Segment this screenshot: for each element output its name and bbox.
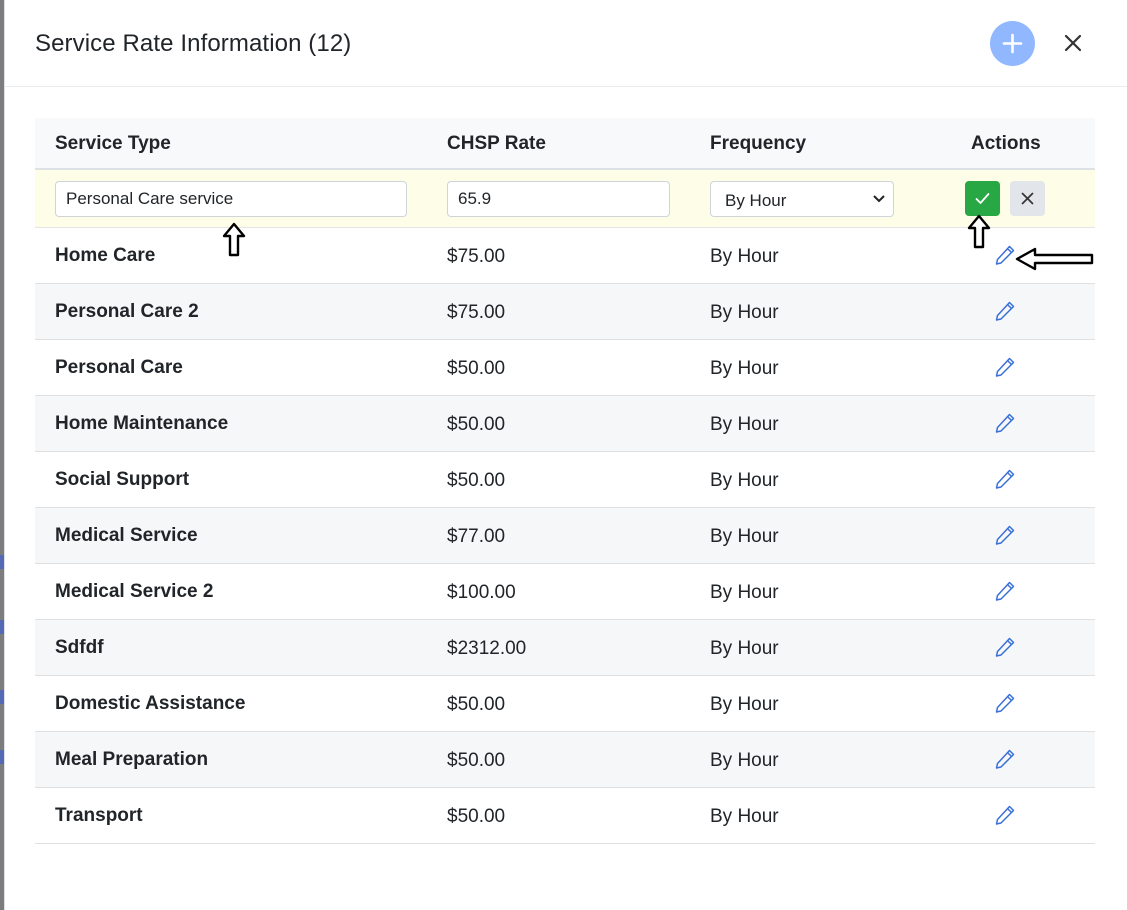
left-arrow-annotation-icon bbox=[1015, 247, 1094, 271]
frequency-cell: By Hour bbox=[710, 246, 779, 267]
frequency-cell: By Hour bbox=[710, 750, 779, 771]
service-rate-table: Service Type CHSP Rate Frequency Actions… bbox=[35, 118, 1095, 844]
table-row: Home Care $75.00 By Hour bbox=[35, 228, 1095, 284]
pencil-icon bbox=[995, 413, 1015, 433]
service-type-cell: Home Maintenance bbox=[55, 413, 229, 434]
header-service-type: Service Type bbox=[55, 133, 171, 154]
backdrop-fragment bbox=[0, 690, 4, 704]
service-type-cell: Medical Service bbox=[55, 525, 198, 546]
pencil-icon bbox=[995, 637, 1015, 657]
edit-row-button[interactable] bbox=[993, 412, 1017, 436]
pencil-icon bbox=[995, 525, 1015, 545]
backdrop-fragment bbox=[0, 620, 4, 634]
frequency-cell: By Hour bbox=[710, 526, 779, 547]
save-row-button[interactable] bbox=[965, 181, 1000, 216]
pencil-icon bbox=[995, 469, 1015, 489]
pencil-icon bbox=[995, 245, 1015, 265]
plus-icon bbox=[1002, 33, 1023, 54]
chsp-rate-cell: $75.00 bbox=[447, 302, 506, 323]
chsp-rate-cell: $2312.00 bbox=[447, 638, 527, 659]
table-row: Home Maintenance $50.00 By Hour bbox=[35, 396, 1095, 452]
header-chsp-rate: CHSP Rate bbox=[447, 133, 546, 154]
frequency-cell: By Hour bbox=[710, 638, 779, 659]
service-type-cell: Domestic Assistance bbox=[55, 693, 246, 714]
close-icon bbox=[1021, 192, 1034, 205]
frequency-select[interactable]: By Hour bbox=[710, 181, 894, 217]
service-type-cell: Personal Care 2 bbox=[55, 301, 199, 322]
frequency-cell: By Hour bbox=[710, 358, 779, 379]
modal-header: Service Rate Information (12) bbox=[5, 0, 1127, 87]
pencil-icon bbox=[995, 301, 1015, 321]
chsp-rate-cell: $50.00 bbox=[447, 750, 506, 771]
edit-row-button[interactable] bbox=[993, 356, 1017, 380]
table-row: Transport $50.00 By Hour bbox=[35, 788, 1095, 844]
table-header-row: Service Type CHSP Rate Frequency Actions bbox=[35, 118, 1095, 170]
backdrop-fragment bbox=[0, 555, 4, 569]
table-row: Sdfdf $2312.00 By Hour bbox=[35, 620, 1095, 676]
header-actions: Actions bbox=[971, 133, 1041, 154]
service-rate-modal: Service Rate Information (12) Service Ty… bbox=[4, 0, 1127, 910]
close-modal-button[interactable] bbox=[1060, 30, 1086, 56]
header-frequency: Frequency bbox=[710, 133, 807, 154]
modal-title: Service Rate Information (12) bbox=[35, 30, 352, 57]
edit-row-button[interactable] bbox=[993, 692, 1017, 716]
pencil-icon bbox=[995, 749, 1015, 769]
page-backdrop bbox=[0, 0, 4, 910]
edit-row-button[interactable] bbox=[993, 300, 1017, 324]
edit-row-button[interactable] bbox=[993, 804, 1017, 828]
edit-row-button[interactable] bbox=[993, 524, 1017, 548]
edit-row-button[interactable] bbox=[993, 748, 1017, 772]
service-type-cell: Sdfdf bbox=[55, 637, 104, 658]
service-type-input[interactable] bbox=[55, 181, 407, 217]
chsp-rate-cell: $50.00 bbox=[447, 358, 506, 379]
service-type-cell: Personal Care bbox=[55, 357, 183, 378]
cancel-row-button[interactable] bbox=[1010, 181, 1045, 216]
pencil-icon bbox=[995, 581, 1015, 601]
edit-row-button[interactable] bbox=[993, 580, 1017, 604]
pencil-icon bbox=[995, 693, 1015, 713]
frequency-select-value: By Hour bbox=[725, 191, 787, 210]
frequency-cell: By Hour bbox=[710, 414, 779, 435]
backdrop-fragment bbox=[0, 750, 4, 764]
chsp-rate-cell: $77.00 bbox=[447, 526, 506, 547]
service-type-cell: Home Care bbox=[55, 245, 156, 266]
service-type-cell: Transport bbox=[55, 805, 143, 826]
chsp-rate-cell: $75.00 bbox=[447, 246, 506, 267]
edit-row-button[interactable] bbox=[993, 244, 1017, 268]
chsp-rate-cell: $50.00 bbox=[447, 414, 506, 435]
service-type-cell: Meal Preparation bbox=[55, 749, 209, 770]
table-row: Social Support $50.00 By Hour bbox=[35, 452, 1095, 508]
table-row: Meal Preparation $50.00 By Hour bbox=[35, 732, 1095, 788]
frequency-cell: By Hour bbox=[710, 582, 779, 603]
service-type-cell: Social Support bbox=[55, 469, 190, 490]
chevron-down-icon bbox=[873, 195, 885, 203]
edit-row: By Hour bbox=[35, 170, 1095, 228]
pencil-icon bbox=[995, 357, 1015, 377]
up-arrow-annotation-icon bbox=[222, 222, 246, 257]
chsp-rate-cell: $50.00 bbox=[447, 806, 506, 827]
table-row: Personal Care 2 $75.00 By Hour bbox=[35, 284, 1095, 340]
table-row: Domestic Assistance $50.00 By Hour bbox=[35, 676, 1095, 732]
up-arrow-annotation-icon bbox=[967, 214, 991, 249]
frequency-cell: By Hour bbox=[710, 470, 779, 491]
table-row: Personal Care $50.00 By Hour bbox=[35, 340, 1095, 396]
edit-row-button[interactable] bbox=[993, 636, 1017, 660]
service-type-cell: Medical Service 2 bbox=[55, 581, 214, 602]
frequency-cell: By Hour bbox=[710, 302, 779, 323]
add-service-rate-button[interactable] bbox=[990, 21, 1035, 66]
frequency-cell: By Hour bbox=[710, 694, 779, 715]
chsp-rate-cell: $100.00 bbox=[447, 582, 516, 603]
check-icon bbox=[975, 193, 990, 204]
close-icon bbox=[1064, 34, 1082, 52]
table-row: Medical Service 2 $100.00 By Hour bbox=[35, 564, 1095, 620]
frequency-cell: By Hour bbox=[710, 806, 779, 827]
table-body: Home Care $75.00 By Hour Personal Care 2 $75… bbox=[35, 228, 1095, 844]
chsp-rate-cell: $50.00 bbox=[447, 470, 506, 491]
chsp-rate-input[interactable] bbox=[447, 181, 670, 217]
pencil-icon bbox=[995, 805, 1015, 825]
chsp-rate-cell: $50.00 bbox=[447, 694, 506, 715]
edit-row-button[interactable] bbox=[993, 468, 1017, 492]
table-row: Medical Service $77.00 By Hour bbox=[35, 508, 1095, 564]
